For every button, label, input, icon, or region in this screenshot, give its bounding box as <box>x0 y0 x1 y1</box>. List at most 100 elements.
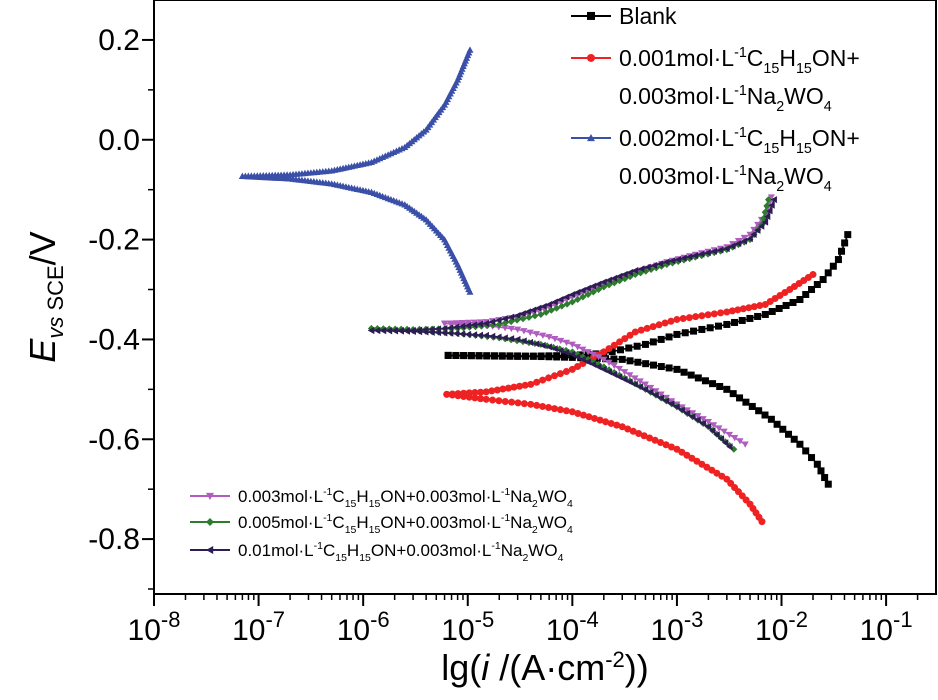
series-1-point <box>661 319 669 327</box>
series-5-point <box>507 335 515 343</box>
series-1-point <box>662 441 670 449</box>
series-5-point <box>579 355 586 363</box>
series-5-point <box>680 254 687 262</box>
series-3-point <box>579 346 587 353</box>
series-5-point <box>699 419 706 427</box>
series-1-point <box>533 401 541 409</box>
series-3-point <box>750 226 758 234</box>
series-3-point <box>584 349 592 356</box>
series-1-point <box>579 411 587 419</box>
series-5-point <box>669 257 676 265</box>
series-1-point <box>520 400 528 408</box>
series-1-point <box>568 408 576 416</box>
series-5-point <box>605 276 612 284</box>
series-5 <box>367 196 777 451</box>
series-5-point <box>713 431 720 439</box>
series-0-point <box>491 352 499 360</box>
series-0-point <box>813 281 821 289</box>
series-5-point <box>415 328 423 336</box>
legend-marker <box>206 518 214 527</box>
series-5-point <box>520 337 527 345</box>
series-0-point <box>467 352 475 360</box>
series-5-point <box>476 320 484 328</box>
series-1-point <box>499 385 507 393</box>
series-5-point <box>626 378 633 386</box>
series-5-point <box>754 226 761 234</box>
series-1-point <box>616 338 624 346</box>
series-5-point <box>488 318 496 326</box>
series-0-point <box>701 377 709 385</box>
series-0-point <box>824 480 832 488</box>
series-5-point <box>488 332 496 340</box>
series-5-point <box>557 295 564 303</box>
series-0-point <box>754 312 762 320</box>
x-tick-label: 10-7 <box>232 607 285 647</box>
series-5-point <box>584 284 591 292</box>
series-0-point <box>723 320 731 328</box>
series-5-point <box>391 327 399 335</box>
series-5-point <box>458 330 466 338</box>
series-5-point <box>616 272 623 280</box>
x-tick-label: 10-3 <box>650 607 703 647</box>
series-5-point <box>482 331 489 339</box>
series-1-point <box>556 370 564 378</box>
y-tick-label: 0.2 <box>98 24 140 57</box>
series-4-point <box>553 304 561 312</box>
series-3-point <box>557 337 565 345</box>
series-1-point <box>635 430 643 438</box>
series-5-point <box>647 388 654 396</box>
series-3-point <box>589 351 597 358</box>
series-3-point <box>551 336 559 343</box>
series-5-point <box>551 345 558 353</box>
series-0-point <box>673 365 681 373</box>
series-5-point <box>514 335 521 343</box>
series-5-point <box>610 274 618 282</box>
series-1-point <box>643 324 651 332</box>
series-1-point <box>692 313 700 321</box>
series-4-point <box>519 315 527 323</box>
series-1-point <box>739 305 747 313</box>
series-0-point <box>452 351 460 359</box>
series-3-point <box>741 441 749 448</box>
series-1-point <box>527 400 535 408</box>
series-0-point <box>779 425 787 433</box>
series-5-point <box>683 409 691 417</box>
series-5-point <box>740 237 748 245</box>
series-1-point <box>508 398 516 406</box>
series-4-point <box>584 291 592 299</box>
series-0-point <box>738 316 746 324</box>
series-5-point <box>726 443 733 451</box>
series-3-point <box>615 365 623 373</box>
series-5-point <box>529 306 537 314</box>
series-5-point <box>447 324 454 332</box>
series-1-point <box>514 399 522 407</box>
series-5-point <box>422 328 429 336</box>
series-5-point <box>452 323 460 331</box>
series-0-point <box>775 304 783 312</box>
series-4-point <box>761 208 769 216</box>
series-0-point <box>561 353 569 361</box>
series-5-point <box>441 324 448 332</box>
y-tick-label: 0.0 <box>98 124 140 157</box>
series-1-point <box>809 271 817 279</box>
series-1-point <box>631 328 639 336</box>
series-1-point <box>562 407 570 415</box>
series-5-point <box>447 329 454 337</box>
series-0-point <box>444 351 452 359</box>
series-0-point <box>709 380 717 388</box>
series-0-point <box>821 474 829 482</box>
series-0-point <box>553 353 561 361</box>
series-3-anodic-line <box>444 196 773 325</box>
series-3-point <box>725 431 733 439</box>
y-tick-label: -0.6 <box>88 423 140 456</box>
series-0-point <box>761 411 769 419</box>
x-tick-label: 10-5 <box>441 607 494 647</box>
series-0-point <box>789 298 797 306</box>
series-1-point <box>460 392 468 400</box>
series-5-point <box>652 391 659 399</box>
series-0-point <box>681 329 689 337</box>
legend-marker <box>206 492 214 501</box>
series-0-point <box>634 358 642 366</box>
series-0-point <box>841 239 849 247</box>
series-3-point <box>647 384 655 392</box>
